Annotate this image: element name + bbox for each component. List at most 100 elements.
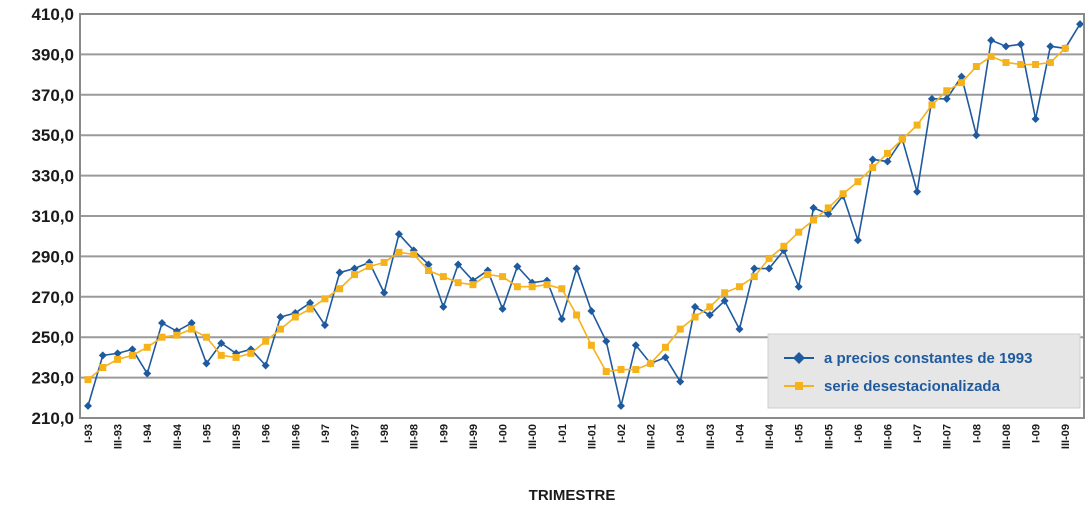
y-tick-label: 370,0	[31, 86, 74, 105]
x-tick-label: III-05	[823, 424, 835, 449]
data-point-square	[943, 87, 951, 95]
data-point-diamond	[276, 313, 285, 321]
data-point-diamond	[217, 339, 226, 348]
data-point-square	[691, 313, 699, 321]
data-point-diamond	[927, 94, 936, 103]
data-point-square	[306, 305, 314, 313]
data-point-diamond	[261, 361, 270, 370]
data-point-square	[513, 283, 521, 291]
x-tick-label: III-93	[113, 424, 125, 449]
x-tick-label: III-96	[290, 424, 302, 449]
data-point-square	[617, 366, 625, 374]
data-point-square	[84, 376, 92, 384]
data-point-square	[721, 289, 729, 297]
data-point-square	[884, 149, 892, 157]
y-tick-label: 250,0	[31, 328, 74, 347]
data-point-diamond	[202, 359, 211, 368]
data-point-diamond	[972, 131, 981, 140]
legend: a precios constantes de 1993 serie deses…	[767, 333, 1081, 409]
data-point-diamond	[987, 36, 996, 45]
x-tick-label: I-03	[675, 424, 687, 443]
x-tick-label: I-09	[1031, 424, 1043, 443]
data-point-diamond	[617, 401, 626, 410]
data-point-diamond	[1031, 115, 1040, 124]
data-point-square	[469, 281, 477, 289]
data-point-diamond	[824, 209, 833, 218]
data-point-square	[484, 271, 492, 279]
y-tick-label: 330,0	[31, 167, 74, 186]
data-point-diamond	[1001, 42, 1010, 51]
data-point-square	[765, 254, 773, 262]
x-tick-label: I-99	[438, 424, 450, 443]
data-point-diamond	[853, 236, 862, 245]
data-point-diamond	[380, 288, 389, 297]
x-tick-label: I-08	[971, 424, 983, 443]
data-point-diamond	[691, 302, 700, 311]
data-point-square	[780, 242, 788, 250]
data-point-square	[321, 295, 329, 303]
data-point-square	[114, 355, 122, 363]
x-tick-label: I-97	[320, 424, 332, 443]
x-tick-label: I-98	[379, 424, 391, 443]
data-point-square	[425, 267, 433, 275]
y-tick-label: 230,0	[31, 369, 74, 388]
data-point-diamond	[320, 321, 329, 330]
data-point-square	[706, 303, 714, 311]
data-point-square	[587, 341, 595, 349]
y-tick-label: 290,0	[31, 247, 74, 266]
data-point-square	[913, 121, 921, 129]
data-point-square	[958, 79, 966, 87]
y-tick-label: 350,0	[31, 126, 74, 145]
data-point-diamond	[676, 377, 685, 386]
data-point-square	[647, 359, 655, 367]
data-point-square	[217, 351, 225, 359]
data-point-diamond	[143, 369, 152, 378]
legend-label-series-2: serie desestacionalizada	[824, 378, 1001, 395]
data-point-square	[351, 271, 359, 279]
data-point-square	[128, 351, 136, 359]
plot-frame	[79, 13, 1085, 419]
data-point-square	[454, 279, 462, 287]
data-point-diamond	[883, 157, 892, 166]
data-point-square	[898, 135, 906, 143]
y-tick-label: 310,0	[31, 207, 74, 226]
x-tick-label: I-96	[261, 424, 273, 443]
data-point-diamond	[750, 264, 759, 273]
x-tick-label: III-04	[764, 423, 776, 449]
data-point-square	[247, 349, 255, 357]
data-point-diamond	[765, 264, 774, 273]
x-tick-label: III-97	[350, 424, 362, 449]
data-point-square	[262, 337, 270, 345]
data-point-square	[232, 353, 240, 361]
data-point-diamond	[394, 230, 403, 239]
data-point-diamond	[128, 345, 137, 354]
data-point-square	[499, 273, 507, 281]
x-tick-label: I-95	[201, 424, 213, 443]
data-point-diamond	[1016, 40, 1025, 49]
x-tick-label: III-99	[468, 424, 480, 449]
data-point-diamond	[942, 94, 951, 103]
data-point-square	[410, 250, 418, 258]
data-point-diamond	[913, 187, 922, 196]
data-point-diamond	[661, 353, 670, 362]
x-tick-label: I-01	[557, 424, 569, 443]
data-point-square	[676, 325, 684, 333]
data-point-square	[795, 228, 803, 236]
data-point-diamond	[1046, 42, 1055, 51]
data-point-square	[661, 343, 669, 351]
legend-label-series-1: a precios constantes de 1993	[824, 350, 1032, 367]
data-point-square	[380, 258, 388, 266]
data-point-diamond	[794, 282, 803, 291]
y-tick-label: 390,0	[31, 45, 74, 64]
data-point-square	[336, 285, 344, 293]
data-point-square	[143, 343, 151, 351]
x-tick-label: I-06	[853, 424, 865, 443]
data-point-diamond	[98, 351, 107, 360]
data-point-diamond	[335, 268, 344, 277]
data-point-diamond	[557, 315, 566, 324]
x-tick-label: I-93	[83, 424, 95, 443]
data-point-square	[1017, 61, 1025, 68]
data-point-diamond	[868, 155, 877, 164]
x-axis-title: TRIMESTRE	[529, 487, 616, 504]
